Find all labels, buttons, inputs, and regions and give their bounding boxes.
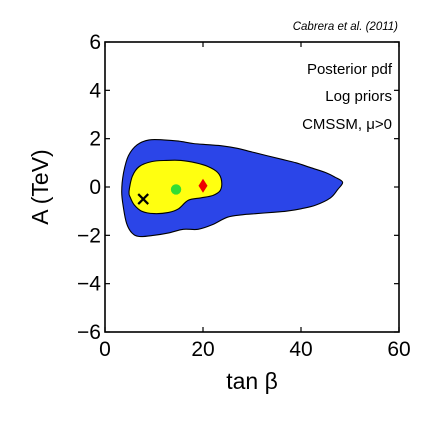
y-axis-label: A (TeV) bbox=[27, 149, 53, 224]
y-tick-label: 0 bbox=[89, 176, 101, 199]
y-tick-label: −4 bbox=[77, 273, 101, 296]
y-tick-label: 6 bbox=[89, 31, 101, 54]
x-tick-label: 20 bbox=[191, 338, 214, 361]
credible-regions bbox=[121, 138, 344, 238]
annotation-model: CMSSM, μ>0 bbox=[302, 116, 392, 133]
x-axis-label: tan β bbox=[226, 368, 278, 394]
y-tick-label: −2 bbox=[77, 224, 101, 247]
y-tick-label: −6 bbox=[77, 321, 101, 344]
annotation-posterior: Posterior pdf bbox=[307, 61, 393, 78]
annotation-priors: Log priors bbox=[325, 88, 392, 105]
x-axis-ticks: 0 20 40 60 bbox=[99, 42, 411, 361]
y-tick-label: 2 bbox=[89, 128, 101, 151]
markers bbox=[137, 178, 208, 205]
x-tick-label: 0 bbox=[99, 338, 111, 361]
marker-diamond bbox=[198, 178, 208, 193]
marker-dot bbox=[170, 184, 182, 195]
marker-cross bbox=[137, 193, 149, 205]
y-tick-label: 4 bbox=[89, 79, 101, 102]
x-tick-label: 40 bbox=[289, 338, 312, 361]
x-tick-label: 60 bbox=[387, 338, 410, 361]
credit-text: Cabrera et al. (2011) bbox=[293, 21, 398, 33]
y-axis-ticks: −6 −4 −2 0 2 4 6 bbox=[77, 31, 399, 344]
